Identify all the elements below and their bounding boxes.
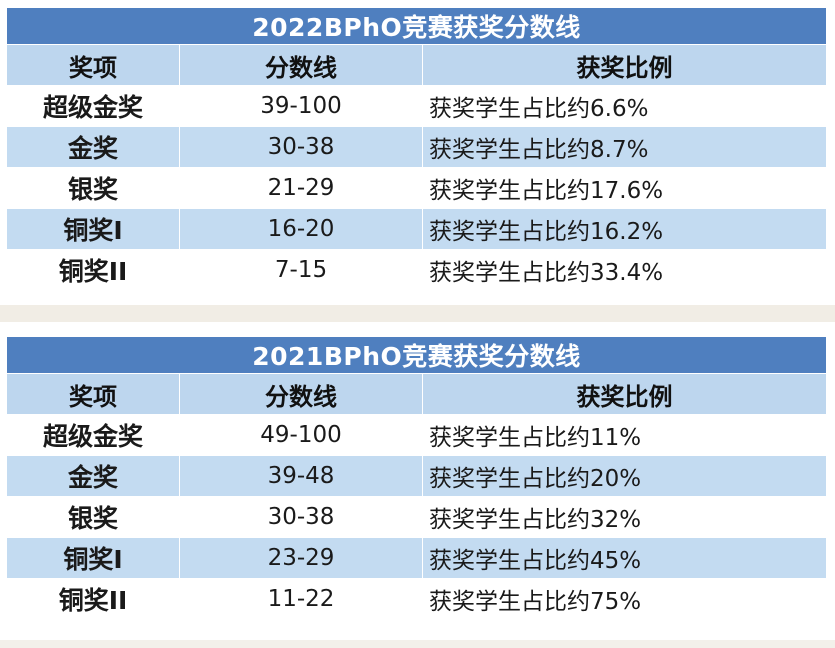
ratio-cell: 获奖学生占比约32%: [421, 496, 828, 538]
ratio-cell: 获奖学生占比约16.2%: [421, 208, 828, 250]
award-cell: 超级金奖: [6, 85, 180, 127]
ratio-cell: 获奖学生占比约75%: [421, 578, 828, 620]
award-cell: 铜奖I: [6, 537, 180, 579]
table-row: 铜奖II 7-15 获奖学生占比约33.4%: [6, 249, 828, 291]
award-cell: 铜奖I: [6, 208, 180, 250]
score-range-cell: 21-29: [179, 167, 423, 209]
score-range-cell: 39-48: [179, 455, 423, 497]
score-range-cell: 30-38: [179, 126, 423, 168]
score-range-cell: 30-38: [179, 496, 423, 538]
table-row: 银奖 30-38 获奖学生占比约32%: [6, 496, 828, 538]
table-row: 铜奖I 23-29 获奖学生占比约45%: [6, 537, 828, 579]
column-header-award: 奖项: [6, 44, 180, 86]
ratio-cell: 获奖学生占比约6.6%: [421, 85, 828, 127]
ratio-cell: 获奖学生占比约20%: [421, 455, 828, 497]
award-cell: 银奖: [6, 167, 180, 209]
table-row: 银奖 21-29 获奖学生占比约17.6%: [6, 167, 828, 209]
score-table-2022: 2022BPhO竞赛获奖分数线 奖项 分数线 获奖比例 超级金奖 39-100 …: [5, 7, 828, 291]
ratio-cell: 获奖学生占比约8.7%: [421, 126, 828, 168]
column-header-ratio: 获奖比例: [421, 373, 828, 415]
award-cell: 超级金奖: [6, 414, 180, 456]
ratio-cell: 获奖学生占比约11%: [421, 414, 828, 456]
award-cell: 铜奖II: [6, 578, 180, 620]
table-row: 超级金奖 49-100 获奖学生占比约11%: [6, 414, 828, 456]
table-row: 金奖 30-38 获奖学生占比约8.7%: [6, 126, 828, 168]
award-cell: 金奖: [6, 126, 180, 168]
column-header-score-range: 分数线: [179, 44, 423, 86]
ratio-cell: 获奖学生占比约17.6%: [421, 167, 828, 209]
award-cell: 金奖: [6, 455, 180, 497]
score-range-cell: 11-22: [179, 578, 423, 620]
award-cell: 铜奖II: [6, 249, 180, 291]
award-cell: 银奖: [6, 496, 180, 538]
ratio-cell: 获奖学生占比约45%: [421, 537, 828, 579]
score-range-cell: 23-29: [179, 537, 423, 579]
table-row: 金奖 39-48 获奖学生占比约20%: [6, 455, 828, 497]
ratio-cell: 获奖学生占比约33.4%: [421, 249, 828, 291]
table-row: 铜奖II 11-22 获奖学生占比约75%: [6, 578, 828, 620]
score-table-2021: 2021BPhO竞赛获奖分数线 奖项 分数线 获奖比例 超级金奖 49-100 …: [5, 336, 828, 620]
table-row: 铜奖I 16-20 获奖学生占比约16.2%: [6, 208, 828, 250]
column-header-score-range: 分数线: [179, 373, 423, 415]
column-header-award: 奖项: [6, 373, 180, 415]
score-range-cell: 7-15: [179, 249, 423, 291]
table-title: 2022BPhO竞赛获奖分数线: [5, 7, 828, 45]
table-row: 超级金奖 39-100 获奖学生占比约6.6%: [6, 85, 828, 127]
score-range-cell: 39-100: [179, 85, 423, 127]
score-range-cell: 49-100: [179, 414, 423, 456]
column-header-ratio: 获奖比例: [421, 44, 828, 86]
score-range-cell: 16-20: [179, 208, 423, 250]
panel-divider: [0, 305, 835, 322]
table-title: 2021BPhO竞赛获奖分数线: [5, 336, 828, 374]
